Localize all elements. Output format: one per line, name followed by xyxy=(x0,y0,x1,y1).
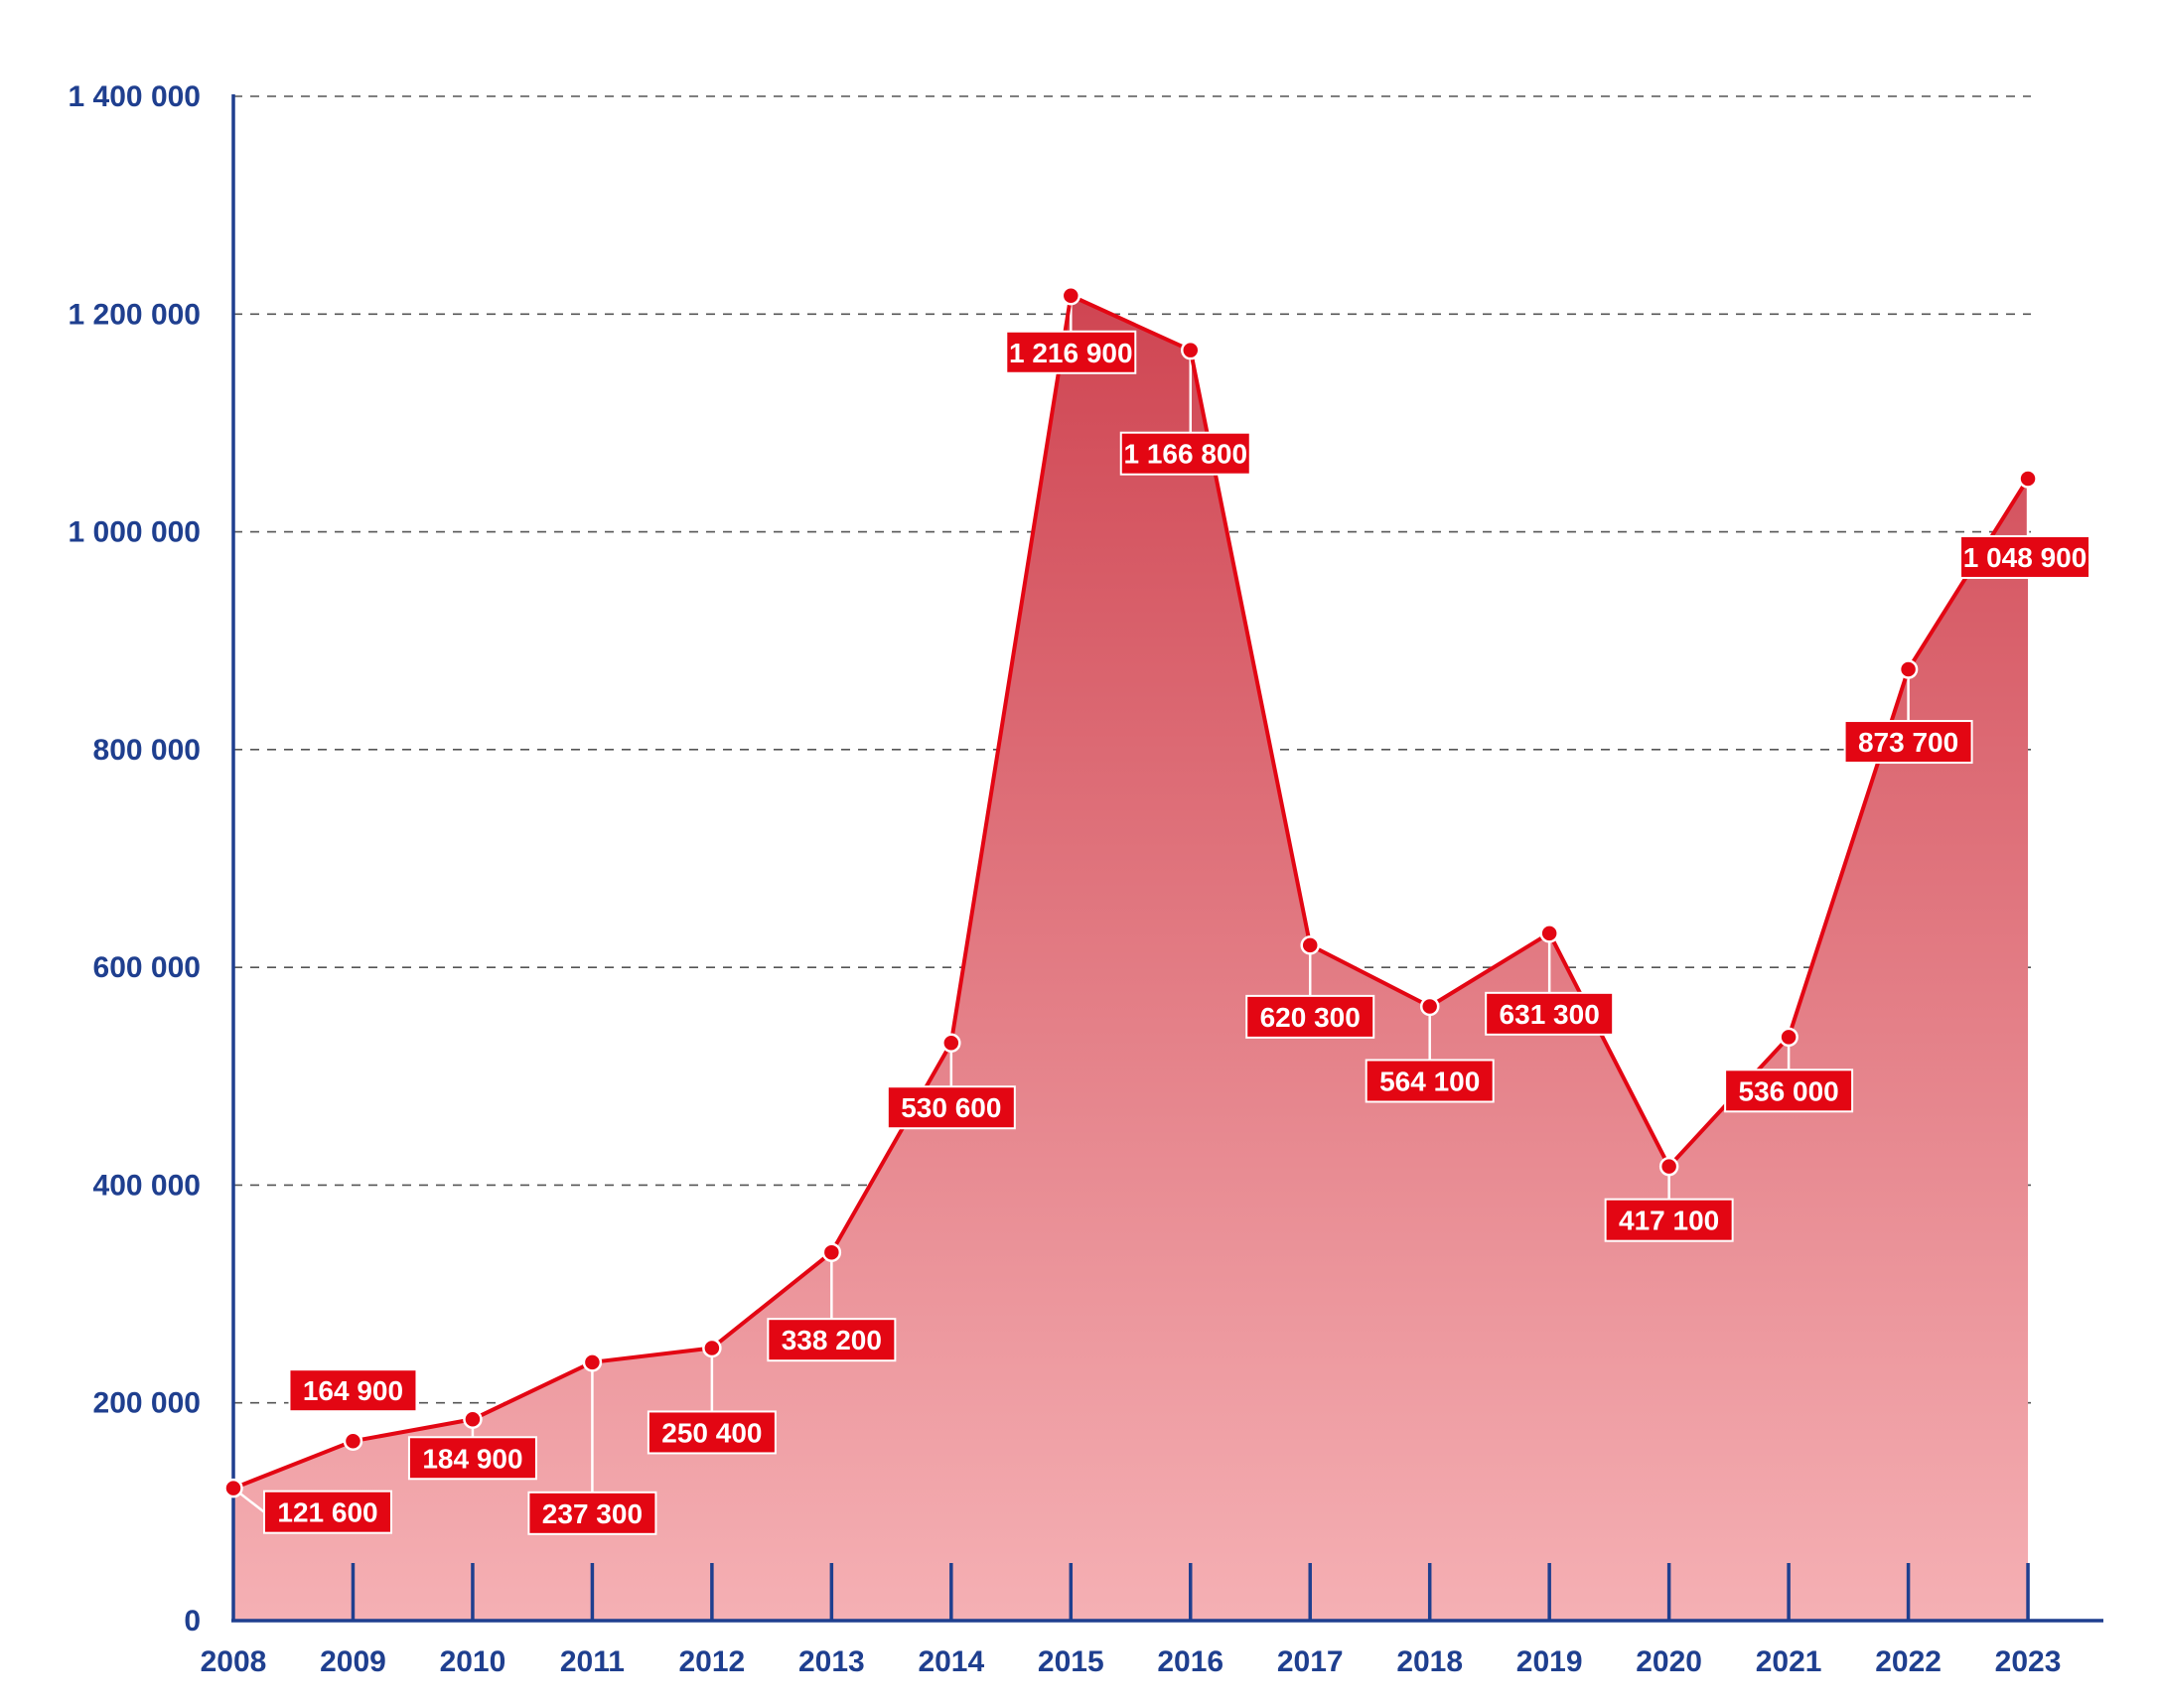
x-tick-label: 2014 xyxy=(918,1645,984,1678)
data-label: 250 400 xyxy=(661,1417,762,1448)
x-tick-label: 2009 xyxy=(320,1645,386,1678)
data-label-box xyxy=(263,1490,392,1534)
axes xyxy=(231,94,2103,1623)
data-points xyxy=(223,286,2038,1498)
y-tick-label: 800 000 xyxy=(93,734,201,767)
data-point xyxy=(1061,286,1081,306)
x-tick-label: 2015 xyxy=(1038,1645,1104,1678)
x-tick-label: 2011 xyxy=(560,1645,625,1678)
data-point xyxy=(1779,1027,1798,1048)
data-label: 164 900 xyxy=(303,1375,403,1406)
data-point xyxy=(1300,935,1320,955)
data-label-box xyxy=(1843,720,1973,765)
data-label: 121 600 xyxy=(277,1497,377,1528)
data-label: 1 216 900 xyxy=(1009,338,1133,368)
x-tick-label: 2018 xyxy=(1396,1645,1463,1678)
data-labels: 121 600 164 900 184 900 237 300 250 400 338 2… xyxy=(263,330,2091,1535)
y-tick-label: 600 000 xyxy=(93,951,201,984)
y-tick-labels: 0 200 000 400 000 600 000 800 000 1 000 000 1 … xyxy=(69,80,201,1637)
data-label-box xyxy=(1245,994,1375,1039)
data-label-box xyxy=(1365,1059,1495,1103)
data-point xyxy=(1898,659,1919,679)
data-point xyxy=(223,1478,243,1498)
x-tick-label: 2010 xyxy=(440,1645,506,1678)
data-label-box xyxy=(288,1368,418,1413)
y-tick-label: 1 400 000 xyxy=(69,80,201,113)
x-tick-label: 2020 xyxy=(1636,1645,1702,1678)
data-label: 530 600 xyxy=(901,1092,1001,1123)
data-label-box xyxy=(767,1318,897,1362)
data-label-box xyxy=(886,1085,1016,1130)
x-tick-label: 2012 xyxy=(679,1645,746,1678)
x-tick-label: 2017 xyxy=(1277,1645,1344,1678)
y-tick-label: 400 000 xyxy=(93,1169,201,1202)
data-point xyxy=(821,1242,842,1262)
data-label: 338 200 xyxy=(782,1325,882,1355)
x-tick-label: 2022 xyxy=(1875,1645,1942,1678)
data-point xyxy=(463,1409,483,1430)
x-tick-label: 2008 xyxy=(201,1645,267,1678)
x-tick-label: 2013 xyxy=(798,1645,865,1678)
y-tick-label: 1 000 000 xyxy=(69,516,201,549)
x-tick-label: 2016 xyxy=(1157,1645,1223,1678)
data-label: 1 166 800 xyxy=(1123,439,1247,470)
x-tick-label: 2023 xyxy=(1995,1645,2062,1678)
y-tick-label: 200 000 xyxy=(93,1387,201,1420)
x-tick-labels: 2008 2009 2010 2011 2012 2013 2014 2015 2016 2017… xyxy=(201,1645,2062,1678)
y-tick-label: 1 200 000 xyxy=(69,298,201,331)
x-tick-label: 2021 xyxy=(1756,1645,1822,1678)
data-point xyxy=(941,1033,961,1053)
data-label-box xyxy=(407,1436,537,1481)
data-label-box xyxy=(647,1410,777,1455)
area-polygon xyxy=(233,295,2029,1621)
data-label-box xyxy=(1485,991,1615,1036)
area-fill xyxy=(233,295,2029,1621)
data-point xyxy=(2018,469,2038,489)
data-point xyxy=(1539,924,1559,943)
y-tick-label: 0 xyxy=(184,1605,201,1637)
data-label: 184 900 xyxy=(422,1443,522,1474)
data-label-box xyxy=(1604,1198,1734,1242)
data-label: 873 700 xyxy=(1858,727,1958,758)
data-point xyxy=(1181,340,1201,360)
data-point xyxy=(582,1352,603,1372)
data-label: 1 048 900 xyxy=(1963,542,2087,573)
data-label: 631 300 xyxy=(1500,999,1600,1030)
data-point xyxy=(1658,1156,1679,1177)
data-label: 620 300 xyxy=(1260,1002,1361,1033)
data-label-box xyxy=(1959,534,2091,579)
data-label: 237 300 xyxy=(542,1498,643,1529)
data-point xyxy=(343,1431,363,1451)
data-label-box xyxy=(527,1491,657,1535)
x-tick-label: 2019 xyxy=(1516,1645,1583,1678)
data-label-box xyxy=(1119,431,1251,476)
data-label-box xyxy=(1005,330,1137,374)
data-label: 536 000 xyxy=(1739,1075,1839,1106)
data-point xyxy=(702,1338,722,1358)
data-label: 417 100 xyxy=(1619,1206,1719,1236)
data-label: 564 100 xyxy=(1379,1067,1480,1097)
data-label-box xyxy=(1724,1068,1854,1113)
data-point xyxy=(1419,996,1440,1017)
